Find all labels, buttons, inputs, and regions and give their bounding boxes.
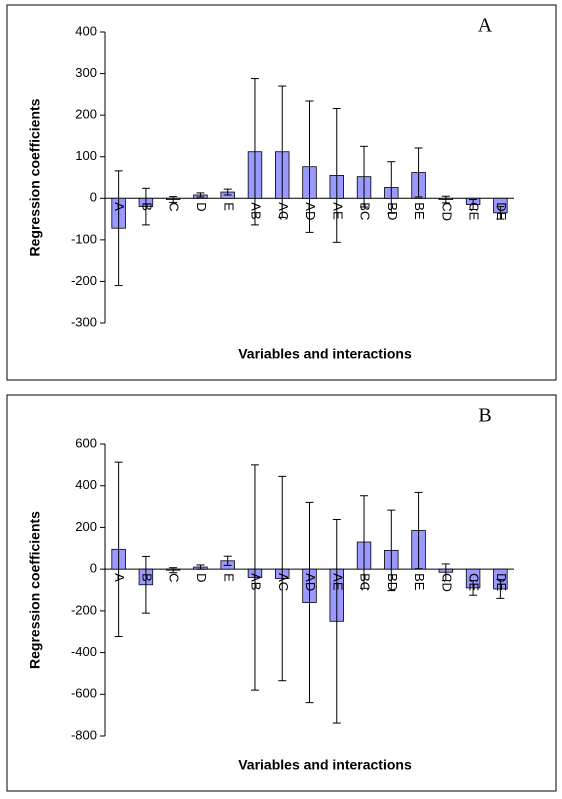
- x-tick-label: BE: [412, 202, 427, 220]
- x-tick-label: DE: [494, 202, 509, 220]
- x-tick-label: D: [194, 202, 209, 211]
- y-tick-label: 400: [75, 477, 97, 492]
- x-tick-label: AD: [303, 573, 318, 591]
- x-tick-label: BC: [358, 573, 373, 591]
- y-tick-label: 0: [90, 561, 97, 576]
- y-tick-label: 200: [75, 107, 97, 122]
- x-axis-title: Variables and interactions: [238, 757, 412, 773]
- x-tick-label: CD: [439, 573, 454, 592]
- y-tick-label: -400: [71, 644, 97, 659]
- y-tick-label: -200: [71, 273, 97, 288]
- y-tick-label: 600: [75, 435, 97, 450]
- y-tick-label: 300: [75, 65, 97, 80]
- x-tick-label: BD: [385, 573, 400, 591]
- x-tick-label: AD: [303, 202, 318, 220]
- y-tick-label: -600: [71, 686, 97, 701]
- x-tick-label: AC: [276, 573, 291, 591]
- x-tick-label: AB: [249, 573, 264, 590]
- y-tick-label: 100: [75, 148, 97, 163]
- x-axis-title: Variables and interactions: [238, 346, 412, 362]
- x-tick-label: AE: [330, 573, 345, 591]
- y-tick-label: -100: [71, 231, 97, 246]
- x-tick-label: BD: [385, 202, 400, 220]
- y-tick-label: -300: [71, 314, 97, 329]
- x-tick-label: C: [167, 573, 182, 582]
- y-tick-label: 400: [75, 23, 97, 38]
- panel-label: A: [478, 15, 493, 37]
- x-tick-label: D: [194, 573, 209, 582]
- x-tick-label: E: [221, 202, 236, 211]
- y-axis-title: Regression coefficients: [27, 511, 43, 669]
- chart-frame: [6, 4, 557, 381]
- panel-label: B: [478, 405, 491, 427]
- y-axis-title: Regression coefficients: [27, 98, 43, 256]
- x-tick-label: AC: [276, 202, 291, 220]
- y-tick-label: 200: [75, 519, 97, 534]
- x-tick-label: C: [167, 202, 182, 211]
- y-tick-label: -200: [71, 602, 97, 617]
- y-tick-label: -800: [71, 727, 97, 742]
- x-tick-label: BE: [412, 573, 427, 591]
- x-tick-label: E: [221, 573, 236, 582]
- x-tick-label: B: [139, 202, 154, 211]
- x-tick-label: DE: [494, 573, 509, 591]
- y-tick-label: 0: [90, 190, 97, 205]
- x-tick-label: CE: [467, 573, 482, 591]
- x-tick-label: AB: [249, 202, 264, 219]
- x-tick-label: B: [139, 573, 154, 582]
- x-tick-label: CD: [439, 202, 454, 221]
- chart-frame: [6, 394, 557, 792]
- x-tick-label: BC: [358, 202, 373, 220]
- x-tick-label: A: [112, 202, 127, 211]
- x-tick-label: CE: [467, 202, 482, 220]
- x-tick-label: A: [112, 573, 127, 582]
- x-tick-label: AE: [330, 202, 345, 220]
